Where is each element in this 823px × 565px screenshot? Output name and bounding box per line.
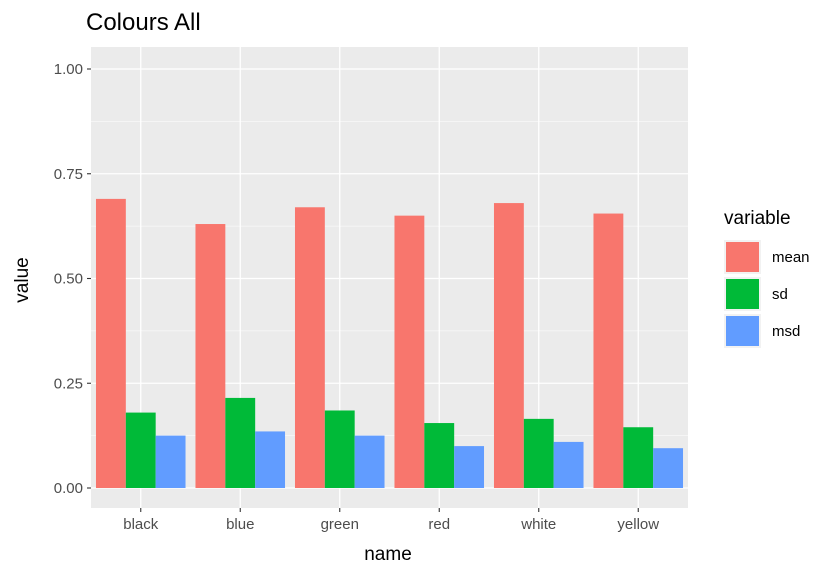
x-axis-title: name [364, 544, 412, 565]
bar-sd-black [125, 412, 156, 488]
legend-label-mean: mean [772, 249, 810, 266]
y-axis-title: value [12, 257, 33, 302]
legend-key-sd [726, 279, 759, 309]
bar-msd-black [155, 435, 186, 488]
plot-panel [91, 47, 688, 508]
bar-sd-red [424, 423, 455, 488]
bar-msd-blue [255, 431, 286, 488]
x-tick-label: white [520, 516, 556, 533]
y-axis: 0.00 0.25 0.50 0.75 1.00 [54, 61, 91, 497]
x-tick-label: red [428, 516, 450, 533]
x-tick-label: green [321, 516, 359, 533]
legend-label-msd: msd [772, 323, 800, 340]
bar-mean-blue [195, 224, 226, 488]
legend-label-sd: sd [772, 286, 788, 303]
y-tick-label: 0.25 [54, 375, 83, 392]
bar-mean-white [493, 203, 524, 488]
bar-msd-green [354, 435, 385, 488]
legend: variable mean sd msd [724, 208, 810, 348]
x-tick-label: blue [226, 516, 254, 533]
x-tick-label: yellow [617, 516, 659, 533]
x-tick-label: black [123, 516, 159, 533]
y-tick-label: 0.75 [54, 166, 83, 183]
bars [95, 198, 684, 488]
y-tick-label: 0.00 [54, 480, 83, 497]
bar-mean-red [394, 215, 425, 488]
bar-mean-yellow [593, 213, 624, 488]
x-axis: black blue green red white yellow [123, 508, 659, 533]
bar-sd-blue [225, 397, 256, 488]
chart-title: Colours All [86, 9, 201, 36]
bar-msd-white [553, 441, 584, 488]
legend-key-msd [726, 316, 759, 346]
y-tick-label: 1.00 [54, 61, 83, 78]
legend-key-mean [726, 242, 759, 272]
bar-sd-green [324, 410, 355, 488]
bar-mean-green [294, 207, 325, 488]
legend-title: variable [724, 208, 791, 229]
y-tick-label: 0.50 [54, 271, 83, 288]
bar-mean-black [95, 198, 126, 488]
bar-msd-red [454, 446, 485, 488]
bar-msd-yellow [653, 448, 684, 488]
bar-sd-yellow [623, 427, 654, 488]
bar-sd-white [523, 418, 554, 488]
